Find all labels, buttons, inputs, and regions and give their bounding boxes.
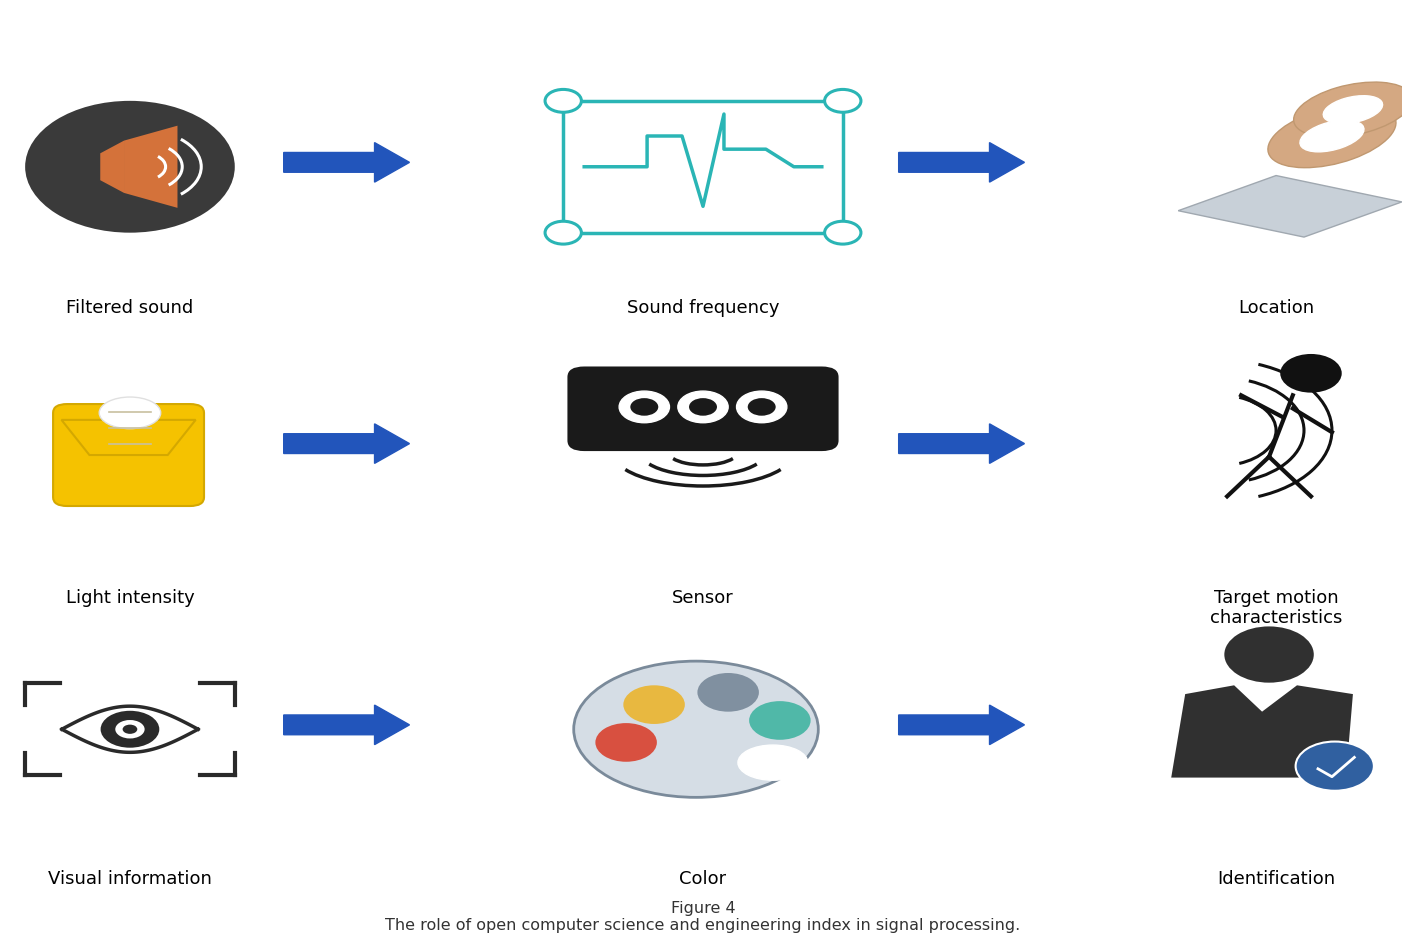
Polygon shape xyxy=(284,424,409,463)
Text: Sound frequency: Sound frequency xyxy=(627,299,779,317)
Circle shape xyxy=(1295,742,1374,791)
Polygon shape xyxy=(898,143,1025,182)
Ellipse shape xyxy=(1301,120,1364,152)
Circle shape xyxy=(678,391,728,423)
Ellipse shape xyxy=(574,661,818,798)
Ellipse shape xyxy=(738,745,808,780)
Circle shape xyxy=(25,101,235,233)
Polygon shape xyxy=(124,126,177,208)
Circle shape xyxy=(619,391,669,423)
Polygon shape xyxy=(62,420,195,455)
Text: Color: Color xyxy=(679,870,727,888)
Polygon shape xyxy=(898,705,1025,744)
Text: Target motion
characteristics: Target motion characteristics xyxy=(1209,588,1343,628)
Circle shape xyxy=(546,221,582,244)
Polygon shape xyxy=(1171,686,1353,778)
Circle shape xyxy=(1281,354,1341,392)
Text: Sensor: Sensor xyxy=(672,588,734,606)
Circle shape xyxy=(689,398,717,416)
Text: Light intensity: Light intensity xyxy=(66,588,194,606)
Text: Figure 4
The role of open computer science and engineering index in signal proce: Figure 4 The role of open computer scien… xyxy=(385,900,1021,933)
Ellipse shape xyxy=(100,397,160,429)
Ellipse shape xyxy=(1268,105,1396,168)
Circle shape xyxy=(630,398,658,416)
Text: Visual information: Visual information xyxy=(48,870,212,888)
Circle shape xyxy=(1225,627,1313,683)
Circle shape xyxy=(595,723,657,762)
Circle shape xyxy=(749,701,811,740)
Circle shape xyxy=(115,720,145,739)
Polygon shape xyxy=(284,705,409,744)
Circle shape xyxy=(824,221,860,244)
Text: Location: Location xyxy=(1237,299,1315,317)
Polygon shape xyxy=(100,141,124,193)
Circle shape xyxy=(748,398,776,416)
FancyBboxPatch shape xyxy=(568,366,838,451)
Ellipse shape xyxy=(1294,82,1406,137)
Ellipse shape xyxy=(1323,95,1382,123)
Circle shape xyxy=(546,90,582,112)
FancyBboxPatch shape xyxy=(564,101,842,233)
Circle shape xyxy=(623,686,685,724)
Circle shape xyxy=(697,673,759,712)
Polygon shape xyxy=(284,143,409,182)
Polygon shape xyxy=(1178,176,1402,237)
Circle shape xyxy=(737,391,787,423)
Circle shape xyxy=(824,90,860,112)
Circle shape xyxy=(101,711,159,748)
Text: Filtered sound: Filtered sound xyxy=(66,299,194,317)
FancyBboxPatch shape xyxy=(53,404,204,506)
Polygon shape xyxy=(898,424,1025,463)
Text: Identification: Identification xyxy=(1218,870,1336,888)
Circle shape xyxy=(122,725,138,734)
